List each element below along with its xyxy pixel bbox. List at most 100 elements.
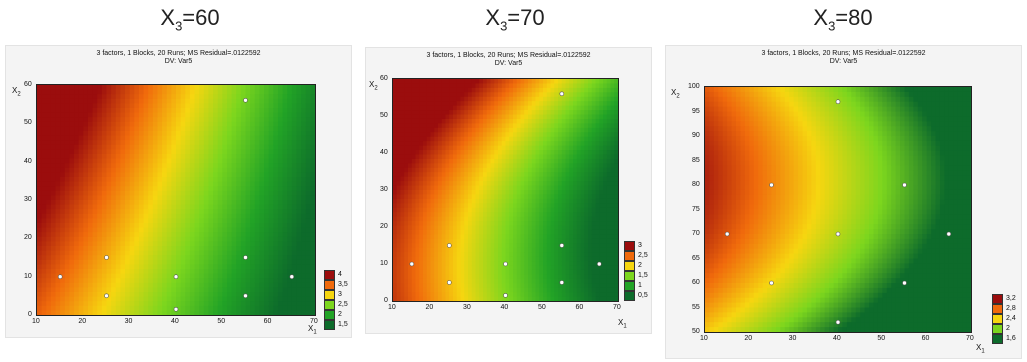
x-axis-label: X1 bbox=[976, 343, 985, 355]
legend-label: 4 bbox=[338, 271, 342, 278]
x-tick-label: 20 bbox=[744, 335, 753, 342]
y-tick-label: 80 bbox=[692, 181, 700, 188]
chart-subtitle: DV: Var5 bbox=[164, 58, 193, 65]
design-point bbox=[243, 293, 248, 299]
y-tick-label: 50 bbox=[380, 112, 388, 119]
x-tick-label: 40 bbox=[171, 318, 179, 325]
y-tick-label: 10 bbox=[380, 260, 388, 267]
x-tick-label: 70 bbox=[310, 318, 318, 325]
contour-plot-area bbox=[36, 84, 316, 316]
y-tick-label: 60 bbox=[24, 81, 32, 88]
contour-plot-area bbox=[392, 78, 619, 302]
contour-panel-x3-80: 3 factors, 1 Blocks, 20 Runs; MS Residua… bbox=[665, 45, 1022, 359]
x-tick-label: 50 bbox=[538, 304, 546, 311]
design-point bbox=[769, 280, 774, 286]
x-tick-label: 10 bbox=[32, 318, 40, 325]
design-point bbox=[559, 243, 565, 248]
design-point bbox=[769, 182, 774, 188]
y-axis-label: X2 bbox=[369, 80, 378, 92]
y-tick-label: 100 bbox=[688, 83, 700, 90]
legend-swatch bbox=[992, 294, 1003, 304]
legend-swatch bbox=[992, 334, 1003, 344]
legend-swatch bbox=[624, 241, 635, 251]
legend-swatch bbox=[992, 314, 1003, 324]
legend-swatch bbox=[324, 280, 335, 290]
x-tick-label: 60 bbox=[575, 304, 584, 311]
legend-swatch bbox=[624, 251, 635, 261]
y-tick-label: 60 bbox=[380, 75, 388, 82]
legend-label: 2,4 bbox=[1006, 315, 1016, 322]
design-point bbox=[243, 98, 248, 103]
legend-label: 1,6 bbox=[1006, 335, 1016, 342]
legend-swatch bbox=[624, 271, 635, 281]
legend-swatch bbox=[624, 261, 635, 271]
chart-subtitle: DV: Var5 bbox=[829, 58, 858, 65]
x-tick-label: 10 bbox=[700, 335, 708, 342]
design-point bbox=[289, 274, 295, 279]
heading-x3-70: X3=70 bbox=[485, 5, 545, 34]
y-tick-label: 50 bbox=[24, 119, 32, 127]
x-tick-label: 30 bbox=[463, 304, 471, 311]
legend-label: 0,5 bbox=[638, 292, 648, 299]
legend-swatch bbox=[624, 291, 635, 301]
x-tick-label: 50 bbox=[877, 335, 886, 342]
chart-title: 3 factors, 1 Blocks, 20 Runs; MS Residua… bbox=[96, 50, 261, 57]
y-tick-label: 95 bbox=[692, 107, 700, 115]
heading-x3-80: X3=80 bbox=[813, 5, 873, 34]
x-tick-label: 50 bbox=[217, 318, 226, 325]
y-tick-label: 50 bbox=[692, 328, 700, 335]
x-axis-label: X1 bbox=[618, 318, 627, 330]
legend-label: 1 bbox=[638, 282, 642, 289]
x-tick-label: 40 bbox=[500, 304, 509, 311]
legend-label: 2 bbox=[1006, 325, 1010, 332]
y-tick-label: 30 bbox=[24, 196, 32, 203]
legend-swatch bbox=[992, 324, 1003, 334]
y-tick-label: 40 bbox=[380, 149, 388, 156]
y-tick-label: 40 bbox=[24, 157, 32, 165]
legend-label: 2 bbox=[338, 311, 342, 318]
design-point bbox=[835, 231, 841, 237]
design-point bbox=[559, 280, 565, 285]
design-point bbox=[446, 280, 452, 285]
design-point bbox=[946, 231, 952, 237]
x-tick-label: 30 bbox=[788, 335, 797, 342]
x-tick-label: 70 bbox=[613, 304, 621, 311]
legend-label: 3,5 bbox=[338, 281, 348, 288]
legend-label: 2 bbox=[638, 262, 642, 269]
design-point bbox=[173, 274, 179, 279]
legend-swatch bbox=[324, 270, 335, 280]
design-point bbox=[835, 99, 841, 104]
x-tick-label: 30 bbox=[124, 318, 133, 325]
legend-swatch bbox=[992, 304, 1003, 314]
y-tick-label: 85 bbox=[692, 156, 700, 164]
legend-label: 3 bbox=[338, 291, 342, 298]
chart-title: 3 factors, 1 Blocks, 20 Runs; MS Residua… bbox=[426, 52, 591, 59]
x-tick-label: 20 bbox=[78, 318, 87, 325]
design-point bbox=[243, 255, 248, 260]
contour-panel-x3-70: 3 factors, 1 Blocks, 20 Runs; MS Residua… bbox=[365, 47, 652, 334]
legend-label: 2,5 bbox=[638, 252, 648, 259]
y-axis-label: X2 bbox=[12, 86, 21, 98]
x-tick-label: 40 bbox=[833, 335, 841, 342]
y-tick-label: 0 bbox=[384, 297, 388, 304]
x-tick-label: 70 bbox=[966, 335, 974, 342]
contour-surface bbox=[705, 87, 971, 332]
x-tick-label: 60 bbox=[263, 318, 272, 325]
design-point bbox=[446, 243, 452, 248]
y-tick-label: 10 bbox=[24, 272, 32, 280]
y-tick-label: 20 bbox=[380, 223, 388, 230]
chart-subtitle: DV: Var5 bbox=[494, 60, 523, 67]
legend-swatch bbox=[324, 310, 335, 320]
design-point bbox=[503, 293, 508, 298]
design-point bbox=[104, 255, 109, 260]
design-point bbox=[57, 274, 63, 279]
design-point bbox=[409, 261, 415, 267]
x-tick-label: 10 bbox=[388, 304, 396, 311]
x-axis-label: X1 bbox=[308, 324, 317, 336]
design-point bbox=[902, 182, 907, 188]
legend-swatch bbox=[324, 300, 335, 310]
contour-panel-x3-60: 3 factors, 1 Blocks, 20 Runs; MS Residua… bbox=[5, 45, 352, 338]
design-point bbox=[835, 319, 841, 325]
design-point bbox=[902, 280, 907, 286]
legend-label: 2,8 bbox=[1006, 305, 1016, 312]
